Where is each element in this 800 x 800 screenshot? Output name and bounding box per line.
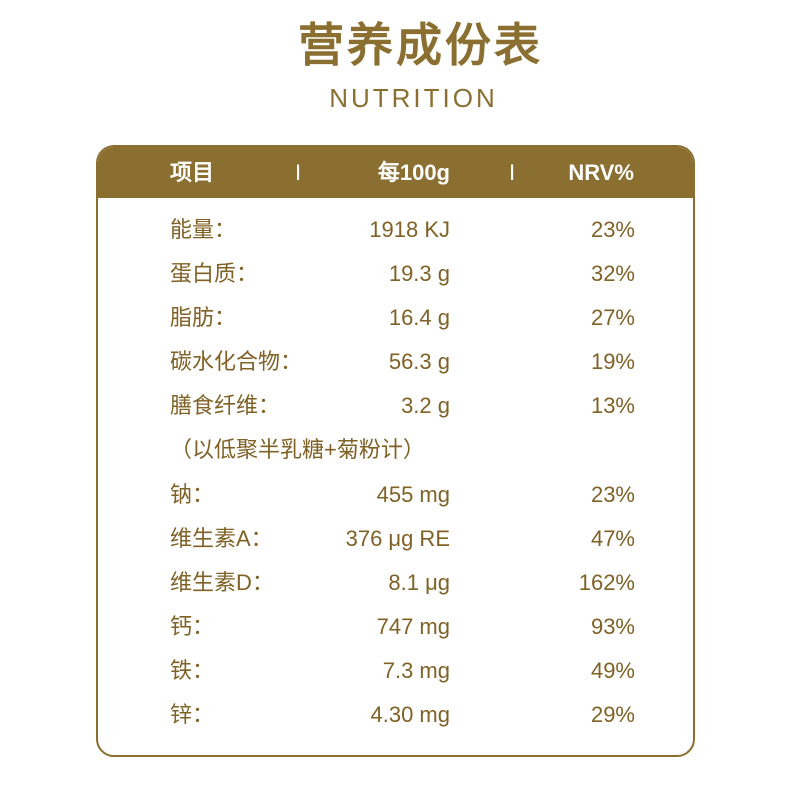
nutrient-amount: 19.3 g	[388, 261, 450, 287]
table-header: 项目 I 每100g I NRV%	[98, 147, 693, 198]
nutrient-nrv: 93%	[590, 613, 635, 639]
nutrient-nrv: 13%	[590, 393, 635, 419]
nutrient-amount: 3.2 g	[401, 393, 450, 419]
nutrient-amount: 4.30 mg	[370, 702, 451, 728]
nutrient-name: 钠：	[170, 481, 215, 507]
nutrient-nrv: 162%	[578, 569, 635, 595]
nutrient-row: 碳水化合物： 56.3 g 19%	[98, 340, 693, 384]
nutrient-name: 脂肪：	[170, 305, 237, 331]
nutrient-nrv: 32%	[590, 261, 635, 287]
nutrient-row: 铁： 7.3 mg 49%	[98, 649, 693, 693]
nutrient-name: 维生素A：	[170, 525, 273, 551]
nutrient-amount: 376 μg RE	[345, 525, 450, 551]
header-per-100g: 每100g	[377, 160, 450, 185]
nutrient-name: 膳食纤维：	[170, 393, 281, 419]
nutrient-amount: 7.3 mg	[382, 657, 450, 683]
nutrient-amount: 8.1 μg	[388, 569, 450, 595]
nutrient-row: 维生素D： 8.1 μg 162%	[98, 561, 693, 605]
nutrient-name: 钙：	[170, 613, 215, 639]
nutrient-name: 维生素D：	[170, 569, 274, 595]
nutrient-nrv: 47%	[590, 525, 635, 551]
nutrient-amount: 455 mg	[376, 481, 450, 507]
nutrient-name: 铁：	[170, 657, 215, 683]
table-body: 能量： 1918 KJ 23% 蛋白质： 19.3 g 32% 脂肪： 16.4…	[98, 208, 693, 737]
nutrient-row: 膳食纤维： 3.2 g 13%	[98, 384, 693, 428]
nutrient-name: 锌：	[170, 702, 215, 728]
header-item: 项目	[170, 160, 215, 185]
nutrient-note: （以低聚半乳糖+菊粉计）	[170, 437, 425, 463]
header-separator: I	[295, 160, 302, 185]
nutrient-row: 能量： 1918 KJ 23%	[98, 208, 693, 252]
nutrient-nrv: 49%	[590, 657, 635, 683]
nutrient-row: 维生素A： 376 μg RE 47%	[98, 517, 693, 561]
nutrient-name: 碳水化合物：	[170, 349, 303, 375]
nutrient-nrv: 19%	[590, 349, 635, 375]
nutrient-row: 钙： 747 mg 93%	[98, 605, 693, 649]
nutrient-amount: 16.4 g	[388, 305, 450, 331]
nutrient-nrv: 29%	[590, 702, 635, 728]
nutrient-row: 蛋白质： 19.3 g 32%	[98, 252, 693, 296]
nutrient-amount: 1918 KJ	[369, 217, 450, 242]
nutrient-row: 钠： 455 mg 23%	[98, 473, 693, 517]
nutrient-name: 能量：	[170, 217, 237, 242]
nutrient-nrv: 27%	[590, 305, 635, 331]
nutrient-note-row: （以低聚半乳糖+菊粉计）	[98, 428, 693, 472]
nutrient-nrv: 23%	[590, 481, 635, 507]
nutrient-row: 脂肪： 16.4 g 27%	[98, 296, 693, 340]
nutrient-row: 锌： 4.30 mg 29%	[98, 693, 693, 737]
nutrient-amount: 747 mg	[376, 613, 450, 639]
header-separator: I	[509, 160, 516, 185]
page-subtitle: NUTRITION	[329, 83, 498, 113]
header-nrv: NRV%	[568, 160, 634, 185]
page-title: 营养成份表	[298, 19, 543, 71]
nutrition-table: 项目 I 每100g I NRV% 能量： 1918 KJ 23% 蛋白质： 1…	[96, 145, 695, 757]
nutrient-amount: 56.3 g	[388, 349, 450, 375]
nutrient-nrv: 23%	[590, 217, 635, 242]
nutrient-name: 蛋白质：	[170, 261, 259, 287]
